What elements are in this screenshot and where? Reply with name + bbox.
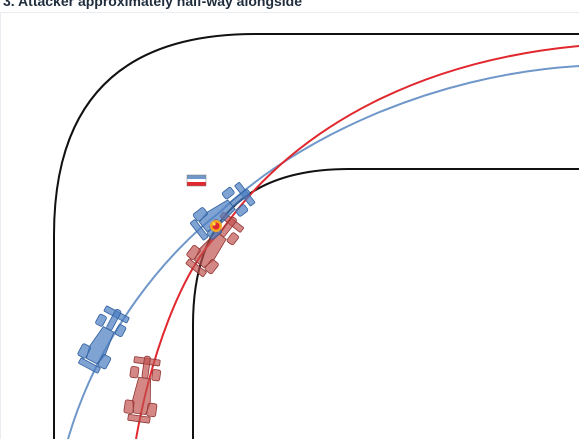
- red-racing-line: [135, 45, 579, 439]
- track-inner-edge: [192, 168, 579, 439]
- track-outer-edge: [53, 33, 579, 439]
- position-flag-icon: [186, 174, 207, 187]
- diagram-frame: [0, 12, 579, 439]
- red-car-icon: [122, 353, 165, 425]
- diagram-caption: 3. Attacker approximately half-way along…: [3, 0, 303, 9]
- blue-car-icon: [73, 301, 134, 377]
- contact-spark-icon: [210, 220, 222, 232]
